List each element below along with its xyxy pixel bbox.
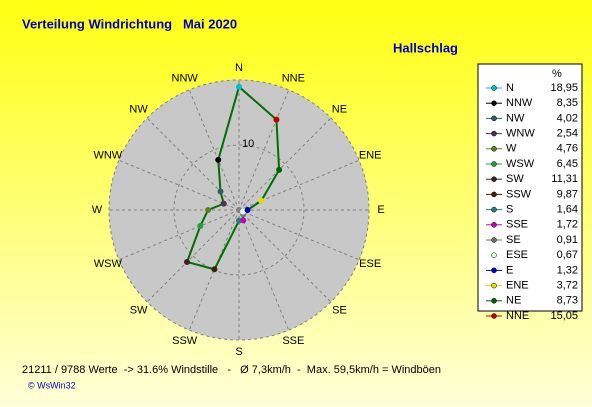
legend-value: 4,76 [557,143,578,155]
grid-ring [173,144,305,276]
legend-marker [491,130,497,137]
legend-label: NW [506,112,525,124]
legend-value: 3,72 [557,280,578,292]
direction-label: NE [332,103,347,115]
legend-marker [491,313,497,319]
legend-value: 1,64 [557,204,578,216]
wind-point [236,83,242,90]
wind-point [220,200,227,207]
legend-label: SE [506,234,521,246]
direction-label: SSW [172,335,198,347]
legend-marker [491,191,497,198]
legend-value: 4,02 [557,112,578,124]
wind-point [197,223,204,230]
direction-label: NNW [172,73,199,85]
wind-point [258,197,265,204]
direction-label: S [235,346,242,358]
copyright: © WsWin32 [28,380,76,390]
r-tick-label: 10 [242,138,254,150]
spoke [118,159,240,211]
footer: 21211 / 9788 Werte -> 31.6% Windstille -… [22,364,441,376]
legend-value: 18,95 [550,82,578,94]
legend-marker [491,176,497,182]
legend-marker [491,146,497,152]
chart-title: Verteilung Windrichtung Mai 2020 [22,16,237,31]
legend-marker [491,237,497,243]
wind-point [217,188,224,195]
legend-marker [491,282,497,289]
spoke [118,209,240,261]
legend-marker [491,222,497,228]
chart-subtitle: Hallschlag [393,40,458,55]
legend-value: 2,54 [557,128,578,140]
legend-value: 8,73 [557,295,578,307]
legend-label: SW [506,173,524,185]
legend-marker [491,115,497,122]
wind-point [205,207,212,213]
wind-point [184,258,191,265]
legend-label: N [506,82,514,94]
legend-value: 11,31 [551,173,578,185]
legend-marker [491,252,497,258]
legend-value: 1,32 [557,264,578,276]
legend-label: W [506,143,517,155]
legend-label: SSE [506,219,528,231]
wind-point [244,207,251,213]
direction-label: NNE [282,73,305,85]
direction-label: SE [332,304,347,316]
legend-value: 1,72 [557,219,578,231]
wind-point [273,116,280,123]
legend-label: NNE [506,310,529,322]
legend-label: WNW [506,128,535,140]
legend-value: 15,05 [550,310,578,322]
spoke [238,117,332,211]
wind-point [240,217,247,224]
spoke [146,117,240,211]
direction-label: SW [130,304,148,316]
legend-label: SSW [506,188,532,200]
direction-label: ESE [359,258,381,270]
legend-label: NE [506,295,521,307]
spoke [238,209,332,303]
legend-value: 8,35 [557,97,578,109]
legend-marker [491,298,497,304]
direction-label: ENE [359,150,382,162]
legend-marker [491,267,497,274]
direction-label: N [235,62,243,74]
spoke [238,209,290,331]
wind-point [211,266,218,273]
wind-point [276,166,283,173]
spoke [238,209,360,261]
legend-marker [491,100,497,106]
legend-value: 9,87 [557,188,578,200]
direction-label: WSW [94,258,123,270]
spoke [188,89,240,211]
legend-marker [491,85,497,91]
legend-label: E [506,264,513,276]
legend-label: NNW [506,97,533,109]
outer-ring [108,79,370,341]
direction-label: SSE [282,335,304,347]
direction-label: E [377,204,384,216]
direction-label: W [92,204,103,216]
spoke [188,209,240,331]
legend-value: 0,67 [557,249,578,261]
legend-label: ENE [506,280,529,292]
legend-label: ESE [506,249,528,261]
legend-value: 6,45 [557,158,578,170]
legend-marker [491,206,497,213]
spoke [238,159,360,211]
spoke [146,209,240,303]
legend-label: WSW [506,158,535,170]
legend-marker [491,161,497,167]
legend-header: % [552,68,562,80]
wind-point [215,156,222,163]
legend-value: 0,91 [557,234,578,246]
spoke [238,89,290,211]
direction-label: WNW [93,150,122,162]
direction-label: NW [129,103,148,115]
legend-label: S [506,204,513,216]
